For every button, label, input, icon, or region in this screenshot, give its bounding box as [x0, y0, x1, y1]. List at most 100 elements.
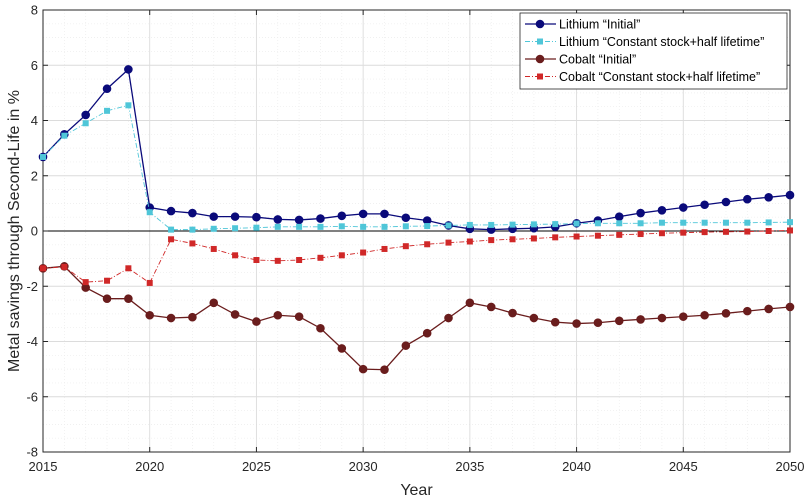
data-point [573, 233, 580, 240]
y-tick-label: 2 [31, 168, 38, 183]
data-point [530, 235, 537, 242]
data-point [422, 328, 432, 338]
data-point [189, 226, 196, 233]
data-point [658, 230, 665, 237]
data-point [508, 308, 517, 318]
data-point [358, 364, 368, 374]
legend-label: Cobalt “Initial” [559, 53, 636, 67]
data-point [168, 226, 175, 233]
x-ticks: 2015 2020 2025 2030 2035 2040 2045 2050 [29, 10, 804, 474]
data-point [146, 209, 153, 216]
series-3 [40, 227, 793, 286]
x-tick-label: 2035 [455, 459, 484, 474]
data-point [294, 312, 304, 321]
data-point [594, 220, 601, 227]
legend-marker [537, 38, 543, 45]
data-point [104, 107, 111, 114]
data-point [274, 223, 281, 230]
data-point [210, 225, 217, 232]
data-point [146, 279, 153, 286]
series-line [42, 265, 791, 371]
data-point [466, 221, 473, 228]
data-point [721, 197, 731, 207]
y-tick-label: 0 [31, 224, 38, 239]
data-point [424, 223, 431, 230]
data-point [316, 214, 325, 223]
data-point [509, 221, 516, 228]
data-point [338, 223, 345, 230]
y-tick-label: 6 [31, 58, 38, 73]
data-point [82, 279, 89, 286]
data-point [743, 194, 752, 204]
data-point [337, 211, 347, 221]
data-point [616, 231, 623, 238]
legend-item: Lithium “Constant stock+half lifetime” [525, 35, 764, 49]
data-point [102, 294, 112, 303]
data-point [358, 209, 368, 219]
data-point [444, 313, 453, 323]
data-point [701, 229, 708, 236]
legend-item: Cobalt “Initial” [525, 53, 636, 67]
data-point [700, 310, 709, 320]
data-point [530, 221, 537, 228]
data-point [616, 220, 623, 227]
data-point [785, 190, 795, 200]
data-point [40, 153, 46, 160]
data-point [787, 227, 793, 234]
legend-marker [535, 54, 545, 64]
data-point [637, 220, 644, 227]
x-tick-label: 2015 [29, 459, 58, 474]
data-point [210, 245, 217, 252]
x-tick-label: 2030 [349, 459, 378, 474]
data-point [188, 208, 197, 218]
data-point [529, 313, 539, 323]
series-line [42, 104, 791, 231]
data-point [765, 219, 772, 226]
legend-item: Lithium “Initial” [525, 18, 640, 32]
data-point [764, 192, 773, 202]
data-point [680, 219, 687, 226]
x-axis-label: Year [400, 482, 433, 499]
data-point [380, 365, 389, 374]
data-point [488, 237, 495, 244]
data-point [296, 223, 303, 230]
series-line [42, 229, 791, 284]
data-point [593, 318, 603, 328]
data-point [744, 219, 751, 226]
data-point [252, 317, 261, 326]
y-tick-label: -6 [26, 389, 38, 404]
data-point [380, 209, 389, 219]
data-point [509, 236, 516, 243]
series-0 [38, 65, 795, 234]
data-point [61, 132, 68, 139]
legend-marker [535, 19, 545, 29]
legend-label: Lithium “Constant stock+half lifetime” [559, 35, 764, 49]
data-point [273, 215, 283, 224]
data-point [614, 212, 624, 221]
data-point [424, 241, 431, 248]
data-point [381, 223, 388, 230]
data-point [166, 313, 176, 323]
data-point [700, 200, 709, 210]
x-tick-label: 2045 [669, 459, 698, 474]
data-point [294, 215, 304, 225]
data-point [743, 306, 752, 316]
data-point [253, 257, 260, 264]
data-point [401, 341, 411, 350]
data-point [82, 120, 89, 127]
data-point [125, 265, 132, 272]
data-point [253, 224, 260, 231]
data-point [360, 223, 367, 230]
data-point [188, 312, 197, 322]
series-1 [40, 102, 793, 233]
data-point [273, 310, 283, 320]
data-point [168, 236, 175, 243]
data-point [232, 252, 239, 259]
data-point [402, 223, 409, 230]
data-point [637, 231, 644, 238]
y-tick-label: -8 [26, 445, 38, 460]
data-point [785, 302, 795, 312]
data-point [657, 205, 667, 215]
data-point [636, 208, 645, 218]
